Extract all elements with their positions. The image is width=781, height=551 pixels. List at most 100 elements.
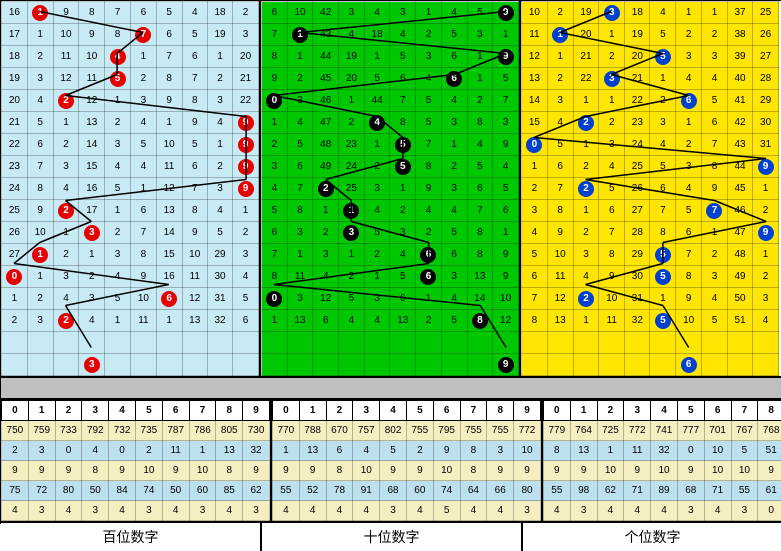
trend-circle: 6: [161, 291, 177, 307]
header-cell: 9: [514, 401, 541, 421]
cell: 2: [105, 112, 131, 134]
stat-cell: 9: [243, 461, 270, 481]
stat-cell: 3: [514, 501, 541, 521]
cell: [364, 332, 390, 354]
trend-circle: 9: [758, 225, 774, 241]
cell: 5: [233, 288, 259, 310]
stat-cell: 3: [189, 501, 216, 521]
cell: 2: [2, 310, 28, 332]
cell: 2: [547, 68, 573, 90]
cell: [130, 354, 156, 376]
header-cell: 1: [28, 401, 55, 421]
header-cell: 6: [433, 401, 460, 421]
cell: 30: [207, 266, 232, 288]
cell: 11: [522, 24, 548, 46]
cell: 2: [702, 24, 728, 46]
header-cell: 1: [570, 401, 597, 421]
cell: 3: [339, 222, 365, 244]
cell: 9: [233, 178, 259, 200]
cell: 4: [287, 112, 313, 134]
cell: [339, 354, 365, 376]
cell: 2: [573, 288, 599, 310]
cell: 12: [522, 46, 548, 68]
stat-cell: 8: [460, 461, 487, 481]
cell: [313, 354, 339, 376]
cell: 10: [156, 134, 182, 156]
cell: 1: [53, 222, 79, 244]
cell: 15: [156, 244, 182, 266]
header-cell: 3: [82, 401, 109, 421]
cell: 6: [130, 2, 156, 24]
stat-cell: 5: [433, 501, 460, 521]
header-cell: 6: [162, 401, 189, 421]
cell: 9: [262, 68, 288, 90]
stat-cell: 78: [326, 481, 353, 501]
stat-cell: 4: [299, 501, 326, 521]
header-cell: 5: [135, 401, 162, 421]
cell: 4: [105, 266, 131, 288]
stat-cell: 61: [758, 481, 781, 501]
cell: 4: [753, 310, 779, 332]
cell: 1: [522, 156, 548, 178]
cell: 8: [702, 156, 728, 178]
cell: 2: [416, 222, 442, 244]
cell: 5: [156, 2, 182, 24]
cell: 5: [416, 112, 442, 134]
cell: 2: [27, 288, 53, 310]
cell: 25: [2, 200, 28, 222]
cell: 4: [105, 46, 131, 68]
cell: [182, 354, 207, 376]
cell: 8: [262, 266, 288, 288]
cell: 4: [599, 156, 625, 178]
cell: 2: [573, 222, 599, 244]
stat-cell: 11: [624, 441, 651, 461]
cell: 7: [547, 178, 573, 200]
cell: 2: [53, 134, 79, 156]
cell: [650, 354, 676, 376]
trend-circle: 5: [655, 49, 671, 65]
cell: 24: [2, 178, 28, 200]
cell: 1: [105, 90, 131, 112]
cell: 3: [27, 68, 53, 90]
cell: 1: [753, 178, 779, 200]
cell: 0: [262, 288, 288, 310]
stat-cell: 788: [299, 421, 326, 441]
cell: 3: [467, 24, 493, 46]
cell: 1: [467, 46, 493, 68]
stat-cell: 9: [28, 461, 55, 481]
cell: 27: [625, 200, 650, 222]
cell: 3: [207, 90, 232, 112]
stat-cell: 779: [543, 421, 570, 441]
header-cell: 3: [353, 401, 380, 421]
cell: 43: [313, 24, 339, 46]
cell: 24: [625, 134, 650, 156]
cell: 1: [233, 200, 259, 222]
cell: 4: [390, 244, 416, 266]
cell: 2: [79, 266, 105, 288]
cell: 3: [599, 134, 625, 156]
stat-cell: 9: [570, 461, 597, 481]
cell: [522, 354, 548, 376]
cell: 7: [105, 2, 131, 24]
cell: 4: [105, 156, 131, 178]
header-cell: 0: [543, 401, 570, 421]
cell: 8: [599, 244, 625, 266]
cell: 5: [441, 222, 467, 244]
stat-cell: 11: [162, 441, 189, 461]
cell: 4: [493, 156, 519, 178]
cell: 5: [441, 310, 467, 332]
cell: 9: [753, 222, 779, 244]
cell: 48: [313, 134, 339, 156]
cell: 3: [287, 288, 313, 310]
cell: [727, 332, 752, 354]
cell: 1: [287, 24, 313, 46]
cell: 5: [105, 288, 131, 310]
cell: 44: [727, 156, 752, 178]
cell: 6: [156, 288, 182, 310]
cell: 5: [702, 90, 728, 112]
cell: 27: [753, 46, 779, 68]
cell: 10: [493, 288, 519, 310]
header-cell: 7: [189, 401, 216, 421]
stat-cell: 8: [326, 461, 353, 481]
cell: 1: [339, 244, 365, 266]
